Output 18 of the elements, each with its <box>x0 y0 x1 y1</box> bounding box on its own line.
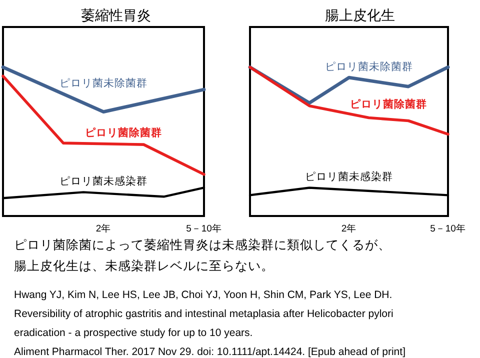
series-label: ピロリ菌除菌群 <box>85 126 162 140</box>
chart-title: 腸上皮化生 <box>325 8 395 24</box>
chart-title: 萎縮性胃炎 <box>81 8 151 24</box>
x-tick-label: 5－10年 <box>186 222 222 234</box>
text: Aliment Pharmacol Ther. 2017 Nov 29. doi: 10.1111/apt.14424. [Epub ahead of print] <box>14 345 406 358</box>
series-label: ピロリ菌未除菌群 <box>60 76 148 90</box>
x-tick-label: 5－10年 <box>430 222 466 234</box>
x-tick-label: 2年 <box>341 222 357 234</box>
text: Reversibility of atrophic gastritis and intestinal metaplasia after Helicobacter pylori <box>14 307 394 322</box>
x-tick-label: 2年 <box>96 222 112 234</box>
series-label: ピロリ菌未感染群 <box>60 174 148 188</box>
text: eradication - a prospective study for up to 10 years. <box>14 326 254 341</box>
text: 腸上皮化生は、未感染群レベルに至らない。 <box>14 257 275 275</box>
series-label: ピロリ菌未感染群 <box>305 170 393 184</box>
text: Hwang YJ, Kim N, Lee HS, Lee JB, Choi YJ, Yoon H, Shin CM, Park YS, Lee DH. <box>14 288 394 303</box>
text: ピロリ菌除菌によって萎縮性胃炎は未感染群に類似してくるが、 <box>14 236 392 254</box>
series-label: ピロリ菌未除菌群 <box>324 60 413 74</box>
series-label: ピロリ菌除菌群 <box>350 97 428 110</box>
